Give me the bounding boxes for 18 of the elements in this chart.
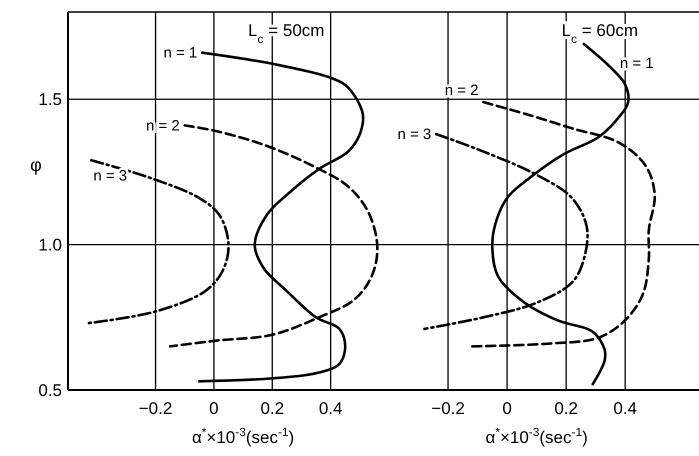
x-tick-label: 0	[502, 399, 512, 418]
series-label: n = 3	[397, 126, 432, 144]
x-axis-title: α$^{*}$×10$^{-3}$(sec$^{-1}$)	[485, 425, 588, 447]
series-label: n = 3	[93, 167, 128, 184]
series-label: n = 1	[163, 44, 198, 62]
y-tick-label: 0.5	[38, 381, 62, 400]
y-tick-label: 1.5	[38, 90, 62, 110]
y-tick-label: 1.0	[38, 236, 62, 255]
x-axis-title: α$^{*}$×10$^{-3}$(sec$^{-1}$)	[192, 425, 294, 447]
x-tick-label: 0.4	[613, 399, 638, 418]
x-tick-label: 0.4	[318, 399, 342, 418]
x-tick-label: 0.2	[260, 399, 284, 418]
x-tick-label: −0.2	[138, 399, 172, 418]
x-tick-label: 0.2	[554, 399, 578, 418]
y-axis-title: φ	[30, 155, 42, 175]
x-tick-label: 0	[209, 399, 219, 418]
series-label: n = 2	[146, 117, 180, 134]
x-tick-label: −0.2	[431, 399, 465, 418]
